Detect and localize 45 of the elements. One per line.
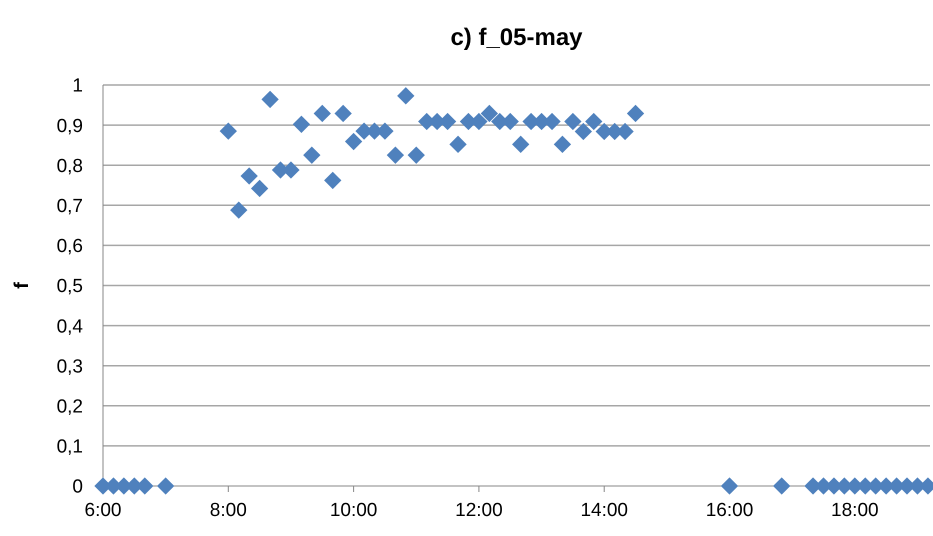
x-tick-label: 6:00 bbox=[84, 500, 122, 521]
y-tick-label: 0,4 bbox=[56, 316, 84, 338]
y-tick-label: 0,6 bbox=[56, 236, 83, 258]
point bbox=[386, 146, 404, 164]
point bbox=[554, 136, 572, 154]
point bbox=[261, 90, 279, 108]
x-tick-label: 14:00 bbox=[580, 500, 628, 521]
x-tick-label: 8:00 bbox=[210, 500, 247, 521]
point bbox=[334, 104, 352, 122]
point bbox=[564, 112, 582, 130]
point bbox=[480, 104, 498, 122]
point bbox=[240, 167, 258, 185]
point bbox=[292, 116, 310, 133]
point bbox=[585, 112, 602, 130]
point bbox=[250, 180, 268, 198]
point bbox=[314, 104, 331, 122]
y-tick-label: 0,9 bbox=[56, 116, 83, 137]
y-axis-title: f bbox=[11, 282, 33, 289]
x-tick-label: 10:00 bbox=[330, 500, 378, 521]
x-tick-label: 16:00 bbox=[706, 500, 754, 521]
y-tick-label: 1 bbox=[72, 76, 83, 97]
y-tick-label: 0,8 bbox=[56, 156, 83, 177]
point bbox=[397, 87, 414, 104]
y-tick-label: 0,5 bbox=[56, 276, 83, 298]
point bbox=[230, 201, 248, 219]
point bbox=[720, 477, 738, 495]
x-tick-label: 12:00 bbox=[455, 500, 503, 521]
point bbox=[220, 122, 237, 140]
point bbox=[303, 146, 320, 164]
x-tick-label: 18:00 bbox=[831, 500, 879, 521]
y-tick-label: 0,3 bbox=[56, 356, 83, 378]
point bbox=[449, 136, 467, 154]
point bbox=[626, 104, 644, 122]
point bbox=[408, 146, 425, 164]
y-tick-label: 0 bbox=[72, 476, 83, 498]
point bbox=[512, 136, 530, 154]
point bbox=[773, 477, 790, 495]
point bbox=[156, 477, 174, 495]
point bbox=[574, 122, 592, 140]
y-tick-label: 0,2 bbox=[56, 396, 83, 418]
point bbox=[324, 172, 342, 190]
point bbox=[344, 132, 362, 150]
chart-title: c) f_05-may bbox=[450, 24, 584, 51]
y-tick-label: 0,7 bbox=[56, 196, 83, 217]
y-tick-label: 0,1 bbox=[56, 436, 83, 458]
